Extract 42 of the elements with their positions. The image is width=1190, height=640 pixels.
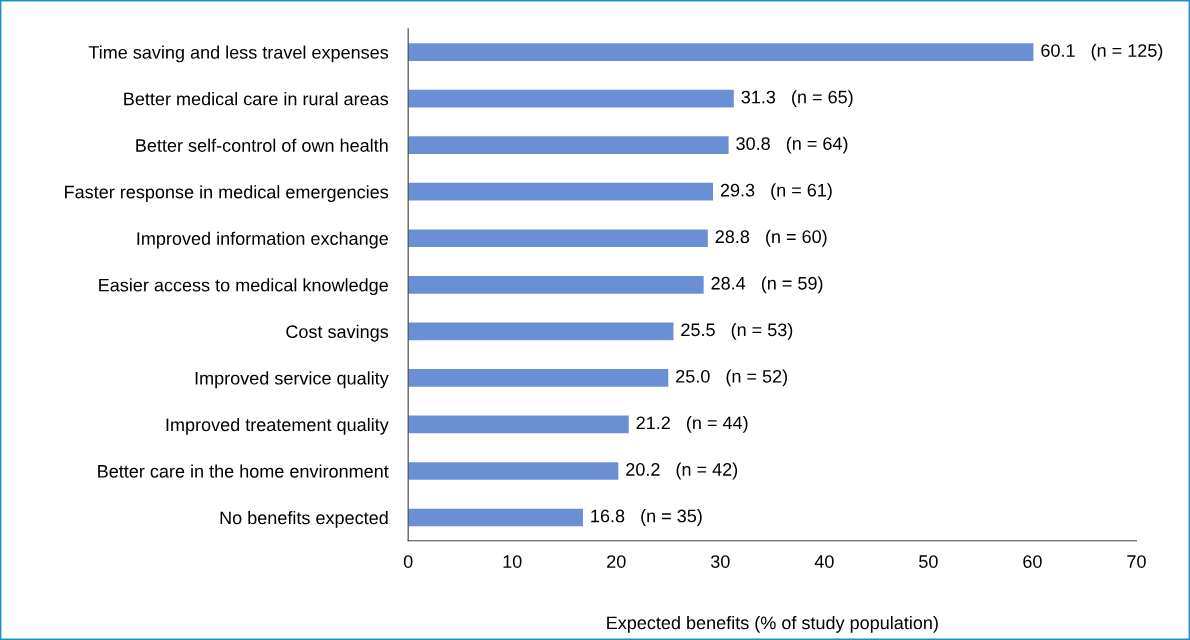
x-axis-title: Expected benefits (% of study population) (607, 615, 938, 633)
data-label: 25.0 (n = 52) (676, 369, 788, 387)
y-tick-label: Better care in the home environment (98, 464, 389, 478)
x-tick-label: 50 (919, 555, 938, 568)
y-tick-label: Cost savings (286, 324, 389, 342)
bar (408, 43, 1034, 61)
data-label: 29.3 (n = 61) (720, 183, 832, 201)
bar (408, 508, 583, 527)
data-label: 31.3 (n = 65) (741, 90, 853, 108)
y-tick-label: No benefits expected (220, 510, 388, 528)
x-tick-label: 30 (710, 555, 730, 568)
data-label: 30.8 (n = 64) (736, 136, 848, 154)
y-tick-label: Time saving and less travel expenses (88, 45, 389, 63)
data-label: 20.2 (n = 42) (626, 462, 738, 480)
y-tick-label: Easier access to medical knowledge (99, 278, 388, 296)
bar (408, 89, 734, 108)
data-label: 28.8 (n = 60) (715, 229, 827, 247)
x-tick-label: 70 (1127, 555, 1146, 568)
y-tick-label: Better medical care in rural areas (124, 92, 389, 106)
x-tick-label: 0 (403, 555, 413, 568)
bar (408, 415, 629, 434)
bar (408, 369, 669, 387)
y-tick-label: Improved information exchange (137, 231, 388, 249)
data-label: 60.1 (n = 125) (1041, 43, 1163, 61)
x-tick-label: 20 (607, 555, 626, 568)
data-label: 25.5 (n = 53) (681, 322, 793, 340)
bar (408, 182, 714, 201)
data-label: 16.8 (n = 35) (591, 509, 702, 526)
data-label: 28.4 (n = 59) (711, 276, 823, 294)
y-tick-label: Faster response in medical emergencies (65, 185, 389, 202)
data-label: 21.2 (n = 44) (636, 416, 748, 433)
y-tick-label: Better self-control of own health (136, 138, 388, 152)
bar (408, 136, 729, 155)
x-tick-label: 40 (814, 555, 834, 568)
x-tick-label: 60 (1023, 555, 1042, 568)
bar (408, 462, 619, 480)
y-tick-label: Improved service quality (195, 371, 389, 389)
bar (408, 322, 674, 341)
bar (408, 229, 708, 248)
y-tick-label: Improved treatement quality (166, 417, 389, 435)
x-tick-label: 10 (503, 555, 522, 568)
bar (408, 275, 704, 294)
